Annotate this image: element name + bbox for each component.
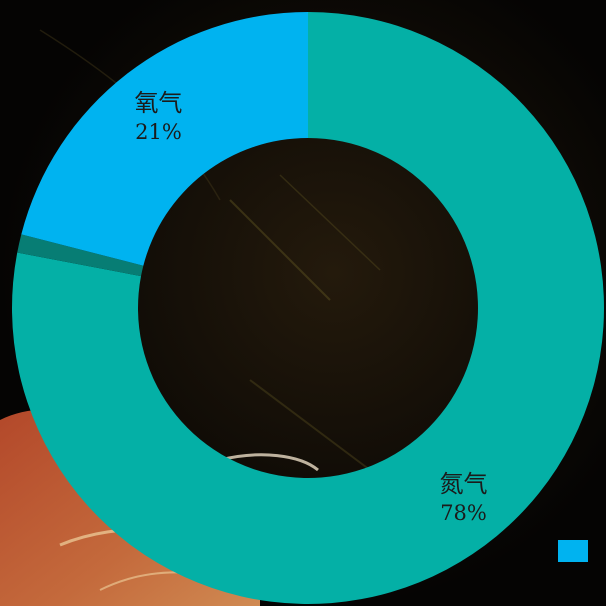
slice-percent-label-2: 21% [135,120,182,144]
slice-name-label-2: 氧气 [134,89,182,117]
slice-percent-label-0: 78% [440,501,487,525]
slice-0[interactable] [12,12,605,604]
legend-swatch[interactable] [558,540,588,562]
slice-2[interactable] [21,12,309,266]
slice-name-label-0: 氮气 [440,470,488,498]
slice-1[interactable] [17,234,144,277]
